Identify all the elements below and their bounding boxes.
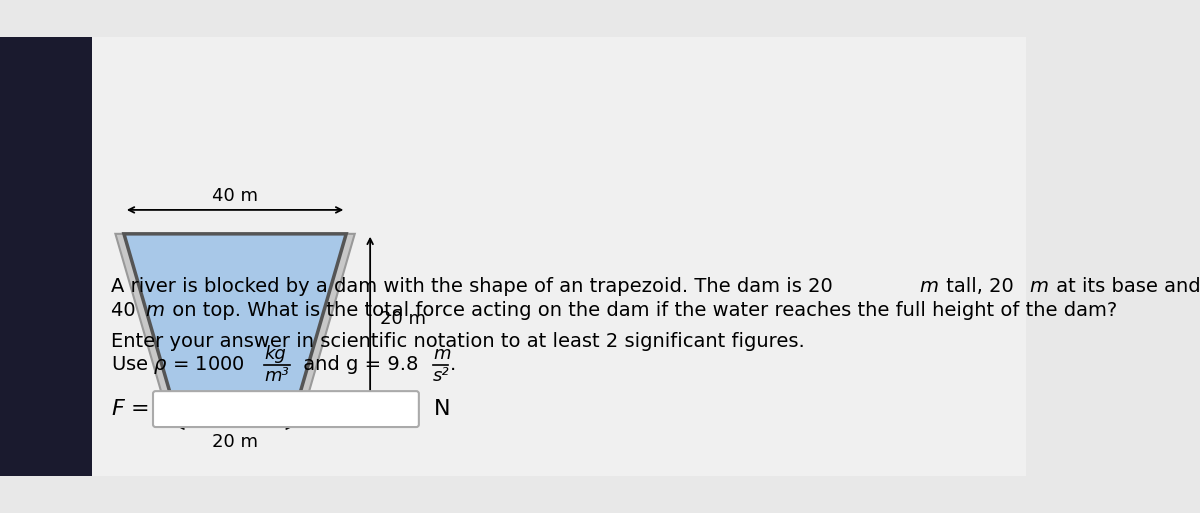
Text: 40: 40 <box>112 301 142 320</box>
FancyBboxPatch shape <box>154 391 419 427</box>
Text: on top. What is the total force acting on the dam if the water reaches the full : on top. What is the total force acting o… <box>167 301 1117 320</box>
Text: and g = 9.8: and g = 9.8 <box>296 355 418 374</box>
Text: A river is blocked by a dam with the shape of an trapezoid. The dam is 20: A river is blocked by a dam with the sha… <box>112 277 839 295</box>
Text: .: . <box>450 355 456 374</box>
Text: 40 m: 40 m <box>212 187 258 205</box>
Text: m: m <box>919 277 938 295</box>
Text: m: m <box>1030 277 1049 295</box>
Text: s²: s² <box>433 367 450 385</box>
Text: 20 m: 20 m <box>212 433 258 451</box>
Polygon shape <box>124 234 346 405</box>
Text: Use $\rho$ = 1000: Use $\rho$ = 1000 <box>112 353 245 376</box>
Text: 20 m: 20 m <box>380 310 426 328</box>
Text: m: m <box>433 345 450 363</box>
Polygon shape <box>115 234 355 405</box>
Bar <box>0 37 92 476</box>
Text: kg: kg <box>264 345 286 363</box>
Text: m³: m³ <box>264 367 289 385</box>
Text: at its base and: at its base and <box>1050 277 1200 295</box>
Text: $F$ =: $F$ = <box>112 399 149 419</box>
Text: tall, 20: tall, 20 <box>941 277 1020 295</box>
Text: Enter your answer in scientific notation to at least 2 significant figures.: Enter your answer in scientific notation… <box>112 332 805 351</box>
Text: N: N <box>433 399 450 419</box>
Text: m: m <box>145 301 164 320</box>
